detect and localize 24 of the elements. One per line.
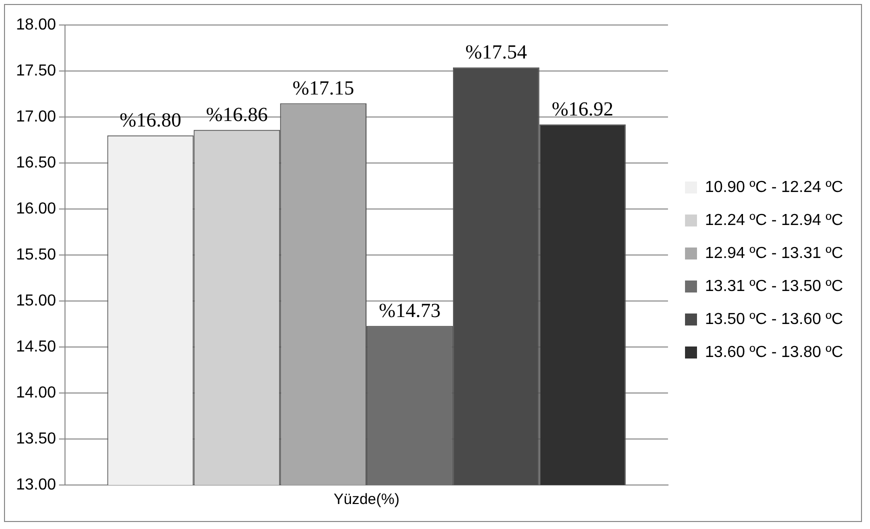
y-tick-label: 14.00 <box>16 384 56 402</box>
legend-label: 10.90 ºC - 12.24 ºC <box>705 178 843 196</box>
x-tick-label: Yüzde(%) <box>334 491 400 508</box>
data-label: %16.92 <box>552 98 614 121</box>
legend-label: 12.94 ºC - 13.31 ºC <box>705 244 843 262</box>
y-tick-label: 18.00 <box>16 16 56 34</box>
data-label: %16.80 <box>120 110 182 132</box>
y-tick-label: 15.00 <box>16 292 56 310</box>
y-tick-label: 14.50 <box>16 338 56 356</box>
data-label: %14.73 <box>378 300 441 322</box>
y-tick-label: 15.50 <box>16 246 56 264</box>
legend-label: 13.60 ºC - 13.80 ºC <box>705 344 843 361</box>
legend-label: 12.24 ºC - 12.94 ºC <box>705 212 843 229</box>
legend-label: 13.31 ºC - 13.50 ºC <box>705 278 843 295</box>
data-label: %17.54 <box>465 42 528 64</box>
legend-label: 13.50 ºC - 13.60 ºC <box>705 310 843 328</box>
data-label: %16.86 <box>206 104 268 126</box>
data-label: %17.15 <box>292 77 354 100</box>
y-tick-label: 13.50 <box>16 430 56 448</box>
y-tick-label: 16.00 <box>16 200 56 218</box>
y-tick-label: 17.00 <box>16 108 56 126</box>
y-tick-label: 17.50 <box>16 62 56 80</box>
y-tick-label: 13.00 <box>16 476 56 494</box>
y-tick-label: 16.50 <box>16 154 56 172</box>
